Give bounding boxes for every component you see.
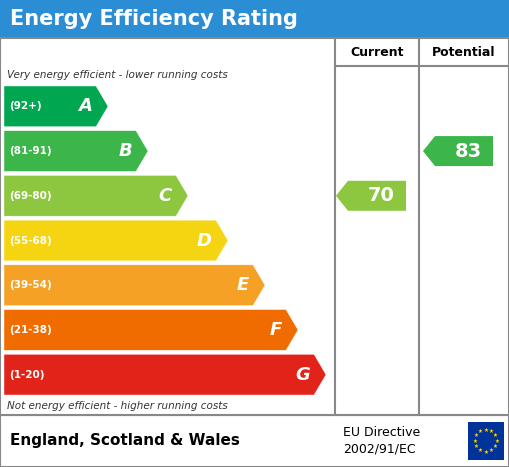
Text: Current: Current <box>350 45 404 58</box>
Text: ★: ★ <box>495 439 499 444</box>
Text: 70: 70 <box>367 186 394 205</box>
Polygon shape <box>4 354 326 395</box>
Text: C: C <box>159 187 172 205</box>
Bar <box>468 422 504 460</box>
Text: Very energy efficient - lower running costs: Very energy efficient - lower running co… <box>7 70 228 80</box>
Text: ★: ★ <box>474 433 479 438</box>
Text: ★: ★ <box>484 427 489 432</box>
Text: ★: ★ <box>474 444 479 449</box>
Polygon shape <box>4 131 148 171</box>
Polygon shape <box>423 136 493 166</box>
Text: (1-20): (1-20) <box>9 370 44 380</box>
Polygon shape <box>336 181 406 211</box>
Text: E: E <box>237 276 249 294</box>
Text: F: F <box>270 321 282 339</box>
Text: ★: ★ <box>493 433 498 438</box>
Text: B: B <box>118 142 132 160</box>
Bar <box>0 38 509 415</box>
Text: (69-80): (69-80) <box>9 191 51 201</box>
Text: ★: ★ <box>489 448 494 453</box>
Text: England, Scotland & Wales: England, Scotland & Wales <box>10 433 240 448</box>
Text: Energy Efficiency Rating: Energy Efficiency Rating <box>10 9 298 29</box>
Text: (39-54): (39-54) <box>9 280 52 290</box>
Polygon shape <box>4 310 298 350</box>
Text: ★: ★ <box>489 429 494 434</box>
Text: A: A <box>78 97 92 115</box>
Text: G: G <box>295 366 310 384</box>
Bar <box>0 0 509 38</box>
Text: ★: ★ <box>493 444 498 449</box>
Polygon shape <box>4 265 265 305</box>
Text: ★: ★ <box>484 450 489 454</box>
Polygon shape <box>4 220 228 261</box>
Text: 83: 83 <box>455 142 482 161</box>
Bar <box>0 415 509 467</box>
Text: 2002/91/EC: 2002/91/EC <box>343 443 416 455</box>
Text: ★: ★ <box>472 439 477 444</box>
Text: D: D <box>197 232 212 249</box>
Text: (21-38): (21-38) <box>9 325 52 335</box>
Text: ★: ★ <box>478 448 483 453</box>
Text: EU Directive: EU Directive <box>343 426 420 439</box>
Text: Potential: Potential <box>432 45 496 58</box>
Text: (81-91): (81-91) <box>9 146 51 156</box>
Polygon shape <box>4 176 188 216</box>
Text: Not energy efficient - higher running costs: Not energy efficient - higher running co… <box>7 401 228 411</box>
Text: ★: ★ <box>478 429 483 434</box>
Text: (92+): (92+) <box>9 101 42 111</box>
Text: (55-68): (55-68) <box>9 235 52 246</box>
Polygon shape <box>4 86 108 127</box>
